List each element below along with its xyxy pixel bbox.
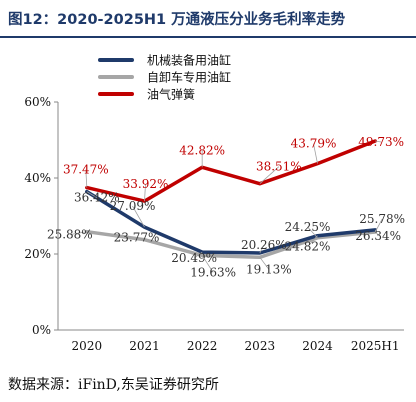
y-tick-label-20-: 20% bbox=[24, 247, 51, 261]
label-leader-line bbox=[85, 169, 88, 188]
label-leader-line bbox=[69, 231, 87, 236]
data-label-1-2024: 24.82% bbox=[285, 240, 331, 254]
y-tick-label-0-: 0% bbox=[32, 323, 51, 337]
x-tick-label-2020: 2020 bbox=[72, 339, 103, 353]
x-tick-label-2021: 2021 bbox=[129, 339, 160, 353]
data-label-1-2020: 36.42% bbox=[74, 191, 120, 205]
data-label-3-2023: 38.51% bbox=[256, 160, 302, 174]
label-leader-line bbox=[259, 257, 270, 270]
data-label-2-2025h1: 25.78% bbox=[359, 212, 405, 226]
data-label-2-2023: 19.13% bbox=[246, 262, 292, 276]
legend-label-3: 油气弹簧 bbox=[147, 87, 195, 102]
label-leader-line bbox=[132, 205, 145, 228]
series-line-1 bbox=[85, 189, 377, 255]
label-leader-line bbox=[307, 226, 318, 239]
label-leader-line bbox=[307, 235, 318, 247]
chart-title: 图12：2020-2025H1 万通液压分业务毛利率走势 bbox=[8, 12, 346, 28]
chart-axes: 0% 20% 40% 60% 2020 2021 2022 2023 2024 2025H1 bbox=[24, 95, 404, 353]
series-line-2 bbox=[85, 229, 377, 260]
label-leader-line bbox=[86, 191, 98, 198]
data-label-3-2020: 37.47% bbox=[63, 163, 109, 177]
label-leader-line bbox=[313, 143, 318, 164]
data-label-1-2023: 20.26% bbox=[241, 238, 287, 252]
data-label-1-2025h1: 26.34% bbox=[355, 229, 401, 243]
data-label-1-2022: 20.49% bbox=[171, 251, 217, 265]
label-leader-line bbox=[374, 218, 383, 233]
data-label-2-2020: 25.88% bbox=[47, 228, 93, 242]
label-leader-line bbox=[136, 237, 145, 241]
data-source-note: 数据来源：iFinD,东吴证券研究所 bbox=[8, 377, 219, 393]
label-leader-line bbox=[375, 140, 382, 143]
label-leader-line bbox=[259, 244, 265, 254]
data-label-2-2024: 24.25% bbox=[285, 220, 331, 234]
data-label-3-2021: 33.92% bbox=[123, 177, 169, 191]
label-leader-line bbox=[193, 251, 203, 259]
label-leader-line bbox=[259, 166, 280, 184]
data-label-3-2024: 43.79% bbox=[291, 137, 337, 151]
data-label-2-2021: 23.77% bbox=[114, 231, 160, 245]
x-tick-label-2025h1: 2025H1 bbox=[351, 339, 400, 353]
series-line-3 bbox=[85, 139, 377, 203]
y-tick-label-40-: 40% bbox=[24, 171, 51, 185]
title-divider bbox=[0, 36, 416, 38]
legend-label-2: 自卸车专用油缸 bbox=[147, 70, 231, 85]
x-tick-label-2024: 2024 bbox=[302, 339, 333, 353]
y-tick-label-60-: 60% bbox=[24, 95, 51, 109]
legend-label-1: 机械装备用油缸 bbox=[147, 53, 231, 68]
x-tick-label-2022: 2022 bbox=[187, 339, 218, 353]
data-label-3-2025h1: 49.73% bbox=[358, 135, 404, 149]
chart-series bbox=[85, 139, 377, 260]
data-label-3-2022: 42.82% bbox=[179, 143, 225, 157]
x-tick-label-2023: 2023 bbox=[245, 339, 276, 353]
data-label-1-2021: 27.09% bbox=[110, 199, 156, 213]
data-label-2-2022: 19.63% bbox=[190, 265, 236, 279]
data-labels: 36.42%27.09% 20.49% 20.26%24.82% 26.34% 25.8… bbox=[47, 135, 405, 279]
label-leader-line bbox=[144, 184, 146, 202]
label-leader-line bbox=[201, 255, 214, 273]
